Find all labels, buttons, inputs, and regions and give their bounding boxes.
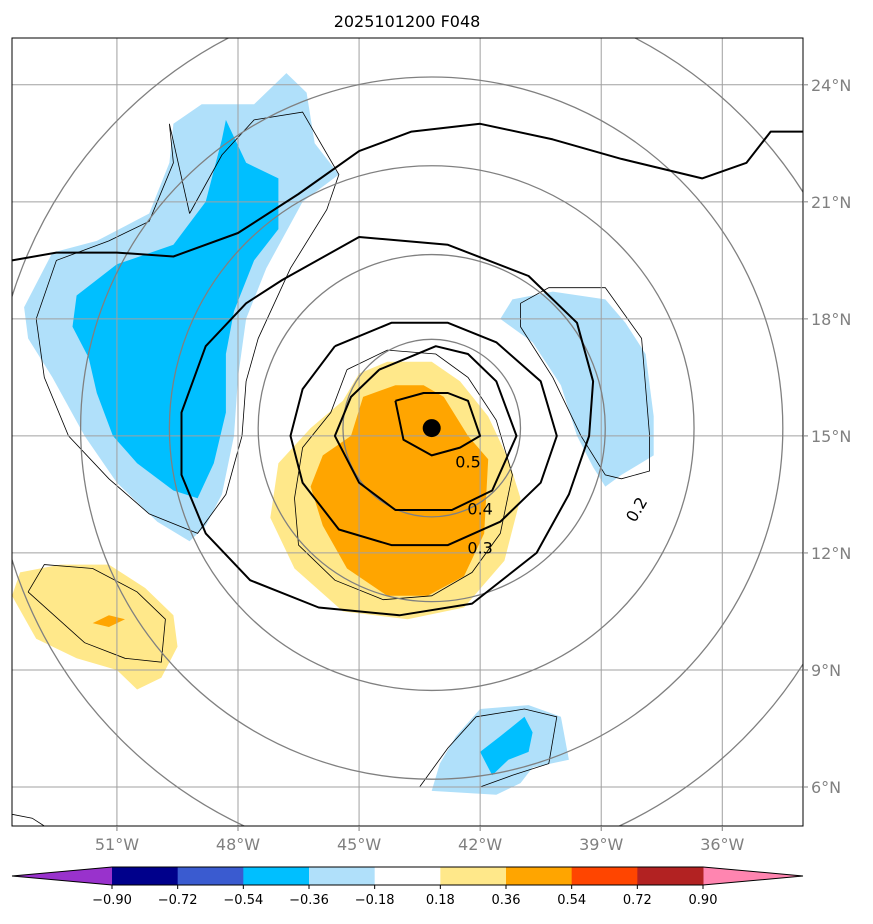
chart-title: 2025101200 F048 [334,12,481,31]
plot-frame [11,37,804,827]
outline-west-south [27,564,166,663]
thin-outlines [12,111,650,826]
storm-center [422,419,441,438]
light-blue-east [500,291,654,487]
outline-corner [12,813,45,826]
map-area [12,38,803,826]
contour-lines [12,122,803,617]
range-ring [257,253,606,603]
colorbar-segment [374,867,441,885]
range-ring [342,338,522,518]
deep-blue-west [72,119,279,499]
lat-tick-label: 24°N [811,76,851,95]
lon-tick-label: 51°W [95,835,139,854]
colorbar-segment [177,867,244,885]
deep-blue-south [480,716,533,776]
colorbar-tick-label: 0.90 [689,893,718,908]
colorbar-tick-label: −0.36 [289,893,329,908]
colorbar-tick-label: 0.18 [426,893,455,908]
lat-tick-label: 18°N [811,310,851,329]
gridlines [12,38,803,826]
contour-0-5 [394,392,482,457]
colorbar-segment [440,867,507,885]
colorbar-segment [243,867,310,885]
outline-west [35,111,340,534]
range-ring [168,165,695,692]
colorbar-tick-label: −0.90 [92,893,132,908]
contour-0-3 [289,321,558,547]
storm-center-marker [422,419,441,438]
contour-0-4 [333,345,518,511]
lon-tick-label: 48°W [216,835,260,854]
colorbar-tick-label: −0.18 [355,893,395,908]
range-ring [79,76,784,780]
lat-tick-label: 12°N [811,544,851,563]
longitude-ticks: 51°W 48°W 45°W 42°W 39°W 36°W [95,826,745,854]
lat-tick-label: 15°N [811,427,851,446]
colorbar-segment [637,867,704,885]
colorbar-tick-label: 0.54 [557,893,586,908]
lon-tick-label: 39°W [579,835,623,854]
shaded-fills [12,73,654,795]
colorbar-segment [571,867,638,885]
colorbar-segment [506,867,573,885]
contour-label: 0.4 [467,500,492,519]
colorbar-segment [309,867,376,885]
colorbar: −0.90 −0.72 −0.54 −0.36 −0.18 0.18 0.36 0.54 0.7… [11,866,804,908]
lat-tick-label: 9°N [811,661,841,680]
orange-blob-center [310,385,489,596]
yellow-blob-west [12,564,178,690]
colorbar-tick-label: 0.36 [492,893,521,908]
outline-east [520,287,650,480]
colorbar-extend-high [703,867,803,885]
colorbar-segment [112,867,179,885]
colorbar-tick-label: −0.54 [223,893,263,908]
contour-label: 0.2 [622,494,651,526]
latitude-ticks: 6°N 9°N 12°N 15°N 18°N 21°N 24°N [803,76,851,797]
lat-tick-label: 6°N [811,778,841,797]
outline-south [419,708,558,788]
contour-0-1 [12,122,803,262]
contour-label: 0.5 [455,453,480,472]
colorbar-tick-label: 0.72 [623,893,652,908]
outline-center [294,349,513,601]
range-rings [12,38,803,826]
lon-tick-label: 45°W [337,835,381,854]
colorbar-extend-low [12,867,112,885]
colorbar-tick-label: −0.72 [158,893,198,908]
lon-tick-label: 42°W [458,835,502,854]
contour-0-2 [180,236,595,617]
lon-tick-label: 36°W [700,835,744,854]
contour-label: 0.3 [467,539,492,558]
lat-tick-label: 21°N [811,193,851,212]
